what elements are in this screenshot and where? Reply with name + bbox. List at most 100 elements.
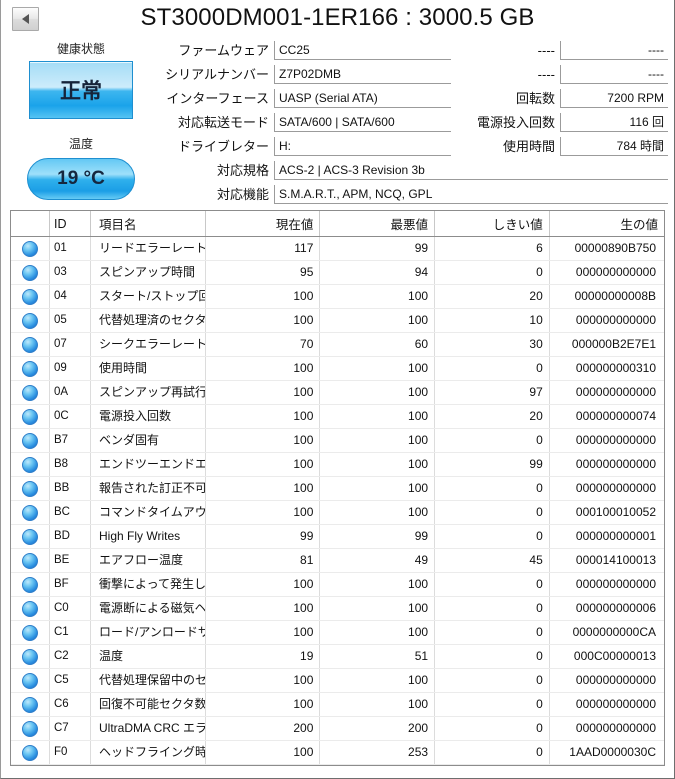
cell-raw: 000000B2E7E1 [549, 332, 664, 357]
cell-threshold: 99 [434, 452, 550, 477]
health-panel: 健康状態 正常 温度 19 °C [1, 40, 161, 200]
cell-raw: 000000000000 [549, 452, 664, 477]
table-row[interactable]: BF衝撃によって発生したエラーレート1001000000000000000 [11, 572, 664, 597]
status-cell [11, 452, 50, 477]
status-ok-icon [22, 360, 38, 377]
info-value-slot1: ---- [560, 41, 668, 60]
cell-current: 100 [205, 404, 321, 429]
cell-raw: 00000000008B [549, 284, 664, 309]
table-row[interactable]: BCコマンドタイムアウト1001000000100010052 [11, 500, 664, 525]
cell-current: 100 [205, 476, 321, 501]
info-label-features: 対応機能 [216, 187, 269, 202]
cell-attribute: エアフロー温度 [90, 548, 206, 573]
status-cell [11, 740, 50, 765]
cell-worst: 100 [319, 404, 436, 429]
status-cell [11, 380, 50, 405]
cell-current: 100 [205, 500, 321, 525]
table-row[interactable]: C5代替処理保留中のセクタ数1001000000000000000 [11, 668, 664, 693]
status-cell [11, 644, 50, 669]
cell-current: 100 [205, 452, 321, 477]
status-cell [11, 692, 50, 717]
col-attribute[interactable]: 項目名 [90, 211, 206, 237]
table-row[interactable]: B8エンドツーエンドエラー10010099000000000000 [11, 452, 664, 477]
status-cell [11, 428, 50, 453]
table-row[interactable]: F1総書き込み量 (ホスト)100253000068D481D46 [11, 764, 664, 765]
cell-current: 100 [205, 380, 321, 405]
table-row[interactable]: 07 シークエラーレート 70 60 30 000000B2E7E1 [11, 332, 664, 357]
cell-worst: 100 [319, 668, 436, 693]
table-row[interactable]: BB報告された訂正不可能エラー1001000000000000000 [11, 476, 664, 501]
cell-threshold: 0 [434, 620, 550, 645]
status-ok-icon [22, 432, 38, 449]
info-value-power-on-count: 116 回 [560, 113, 668, 132]
status-ok-icon [22, 600, 38, 617]
back-arrow-icon[interactable] [12, 7, 39, 31]
status-cell [11, 356, 50, 381]
cell-id: C0 [49, 596, 91, 621]
info-label-serial: シリアルナンバー [165, 67, 269, 82]
status-ok-icon [22, 504, 38, 521]
col-id[interactable]: ID [49, 211, 91, 237]
cell-worst: 100 [319, 308, 436, 333]
table-row[interactable]: BD High Fly Writes 99 99 0 000000000001 [11, 524, 664, 549]
cell-current: 100 [205, 740, 321, 765]
cell-worst: 100 [319, 428, 436, 453]
cell-current: 100 [205, 284, 321, 309]
table-row[interactable]: 0Aスピンアップ再試行回数10010097000000000000 [11, 380, 664, 405]
info-value-firmware: CC25 [274, 41, 451, 60]
smart-attributes-table[interactable]: ID 項目名 現在値 最悪値 しきい値 生の値 01 リードエラーレート 117 99… [10, 210, 665, 766]
table-row[interactable]: C2 温度 19 51 0 000C00000013 [11, 644, 664, 669]
table-row[interactable]: 05代替処理済のセクタ数10010010000000000000 [11, 308, 664, 333]
table-row[interactable]: 09 使用時間 100 100 0 000000000310 [11, 356, 664, 381]
table-row[interactable]: 03 スピンアップ時間 95 94 0 000000000000 [11, 260, 664, 285]
status-ok-icon [22, 624, 38, 641]
info-value-slot2: ---- [560, 65, 668, 84]
status-cell [11, 236, 50, 261]
info-value-drive-letter: H: [274, 137, 451, 156]
cell-id: C5 [49, 668, 91, 693]
table-row[interactable]: F0ヘッドフライング時間10025301AAD0000030C [11, 740, 664, 765]
info-value-interface: UASP (Serial ATA) [274, 89, 451, 108]
info-row: インターフェース UASP (Serial ATA) 回転数 7200 RPM [161, 84, 668, 108]
col-raw-value[interactable]: 生の値 [549, 211, 664, 237]
col-worst[interactable]: 最悪値 [319, 211, 436, 237]
cell-id: 0C [49, 404, 91, 429]
cell-id: 04 [49, 284, 91, 309]
cell-threshold: 0 [434, 596, 550, 621]
status-ok-icon [22, 456, 38, 473]
cell-current: 100 [205, 668, 321, 693]
cell-raw: 000000000001 [549, 524, 664, 549]
cell-threshold: 0 [434, 572, 550, 597]
temperature-button[interactable]: 19 °C [27, 158, 135, 200]
col-status-icon[interactable] [11, 211, 50, 237]
table-row[interactable]: 0C 電源投入回数 100 100 20 000000000074 [11, 404, 664, 429]
cell-id: 07 [49, 332, 91, 357]
table-row[interactable]: B7 ベンダ固有 100 100 0 000000000000 [11, 428, 664, 453]
info-label-standard: 対応規格 [216, 163, 269, 178]
cell-worst: 100 [319, 284, 436, 309]
table-row[interactable]: 01 リードエラーレート 117 99 6 00000890B750 [11, 236, 664, 261]
cell-worst: 51 [319, 644, 436, 669]
cell-threshold: 0 [434, 428, 550, 453]
info-label-power-on-count: 電源投入回数 [476, 115, 555, 130]
status-ok-icon [22, 576, 38, 593]
info-row: ファームウェア CC25 ---- ---- [161, 36, 668, 60]
table-row[interactable]: C0電源断による磁気ヘッド退避回数1001000000000000006 [11, 596, 664, 621]
cell-id: BB [49, 476, 91, 501]
cell-raw: 000C00000013 [549, 644, 664, 669]
col-threshold[interactable]: しきい値 [434, 211, 550, 237]
status-ok-icon [22, 672, 38, 689]
cell-attribute: 衝撃によって発生したエラーレート [90, 572, 206, 597]
table-row[interactable]: BE エアフロー温度 81 49 45 000014100013 [11, 548, 664, 573]
status-cell [11, 572, 50, 597]
col-current[interactable]: 現在値 [205, 211, 321, 237]
status-cell [11, 284, 50, 309]
status-cell [11, 620, 50, 645]
health-status-button[interactable]: 正常 [29, 61, 133, 119]
table-row[interactable]: C6 回復不可能セクタ数 100 100 0 000000000000 [11, 692, 664, 717]
cell-current: 99 [205, 524, 321, 549]
cell-attribute: エンドツーエンドエラー [90, 452, 206, 477]
